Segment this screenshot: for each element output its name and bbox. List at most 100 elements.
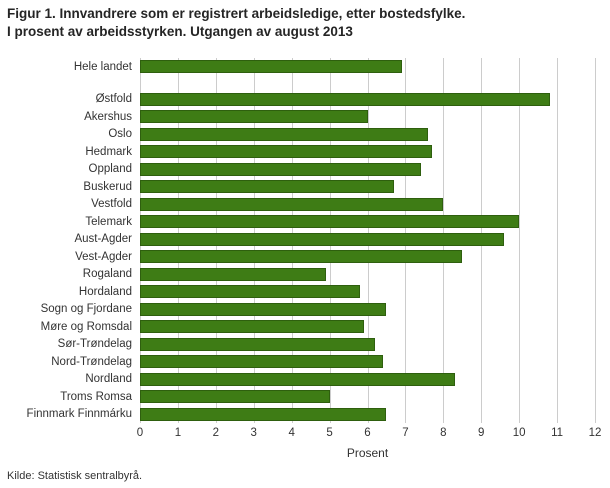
chart-title-line2: I prosent av arbeidsstyrken. Utgangen av… [7,24,353,40]
plot-area: Hele landet Østfold Akershus Oslo Hedmark Opp… [0,58,610,423]
category-label: Nordland [85,373,132,386]
x-tick-label: 6 [364,427,371,439]
category-label: Møre og Romsdal [40,320,132,333]
bar-cell [140,161,595,179]
bar [140,407,387,421]
category-label: Buskerud [83,180,132,193]
category-label: Troms Romsa [60,390,132,403]
chart-row: Vest-Agder [0,248,610,266]
category-label: Sogn og Fjordane [40,303,132,316]
bar [140,250,463,263]
chart-row: Møre og Romsdal [0,318,610,336]
bar-cell [140,196,595,214]
chart-row: Nord-Trøndelag [0,353,610,371]
bar-cell [140,58,595,76]
x-tick-label: 4 [288,427,295,439]
bar-cell [140,406,595,424]
chart-row: Sør-Trøndelag [0,336,610,354]
category-label: Telemark [85,215,132,228]
bar [140,337,376,351]
category-label: Hele landet [73,60,132,73]
bar-cell [140,91,595,109]
category-label: Oslo [108,128,132,141]
bar [140,267,326,281]
bar-cell [140,318,595,336]
bar-cell [140,213,595,231]
bar [140,145,432,158]
source-note: Kilde: Statistisk sentralbyrå. [7,470,143,482]
chart-row: Aust-Agder [0,231,610,249]
chart-row: Nordland [0,371,610,389]
chart-title: Figur 1. Innvandrere som er registrert a… [7,5,465,41]
bar-cell [140,283,595,301]
bar-cell [140,143,595,161]
gridline [595,58,596,423]
category-label: Sør-Trøndelag [57,338,132,351]
chart-row: Sogn og Fjordane [0,301,610,319]
bar [140,180,395,193]
bar [140,127,429,141]
chart-row: Hele landet [0,58,610,76]
category-label: Nord-Trøndelag [51,355,132,368]
chart-row: Hedmark [0,143,610,161]
bar [140,110,368,123]
bar-rows: Hele landet Østfold Akershus Oslo Hedmark Opp… [0,58,610,423]
bar-cell [140,108,595,126]
bar [140,302,387,316]
bar [140,162,421,176]
bar [140,60,402,73]
bar [140,390,330,403]
chart-row: Vestfold [0,196,610,214]
chart-row: Akershus [0,108,610,126]
bar-cell [140,126,595,144]
x-tick-label: 12 [588,427,602,439]
bar-cell [140,353,595,371]
category-label: Finnmark Finnmárku [26,408,132,421]
bar-cell [140,231,595,249]
bar-cell [140,248,595,266]
category-label: Oppland [88,163,132,176]
gridline [557,58,559,423]
bar [140,197,444,211]
bar [140,232,504,246]
x-tick-label: 0 [136,427,144,439]
category-label: Vestfold [91,198,132,211]
bar [140,92,550,106]
bar-cell [140,178,595,196]
bar-cell [140,388,595,406]
chart-row: Finnmark Finnmárku [0,406,610,424]
x-tick-label: 5 [326,427,333,439]
category-label: Akershus [84,110,132,123]
chart-row: Troms Romsa [0,388,610,406]
bar [140,285,360,298]
category-label: Hordaland [78,285,132,298]
chart-row: Buskerud [0,178,610,196]
x-axis: 0 1 2 3 4 5 6 7 8 9 10 11 12 [136,427,602,441]
category-label: Vest-Agder [75,250,132,263]
category-label: Rogaland [82,268,132,281]
bar-cell [140,336,595,354]
bar [140,355,383,368]
bar-cell [140,301,595,319]
category-label: Hedmark [85,145,132,158]
x-tick-label: 8 [440,427,447,439]
chart-row: Oppland [0,161,610,179]
x-tick-label: 7 [402,427,409,439]
bar [140,215,520,228]
bar-cell [140,371,595,389]
category-label: Østfold [95,93,132,106]
x-axis-title: Prosent [346,446,389,460]
x-tick-label: 10 [512,427,526,439]
x-tick-label: 1 [174,427,182,439]
bar [140,372,455,386]
gridline [519,58,521,423]
x-tick-label: 9 [478,427,485,439]
bar-cell [140,266,595,284]
category-label: Aust-Agder [74,233,132,246]
chart-row: Rogaland [0,266,610,284]
row-spacer [0,76,610,91]
x-tick-label: 3 [250,427,257,439]
chart-row: Oslo [0,126,610,144]
chart-row: Hordaland [0,283,610,301]
